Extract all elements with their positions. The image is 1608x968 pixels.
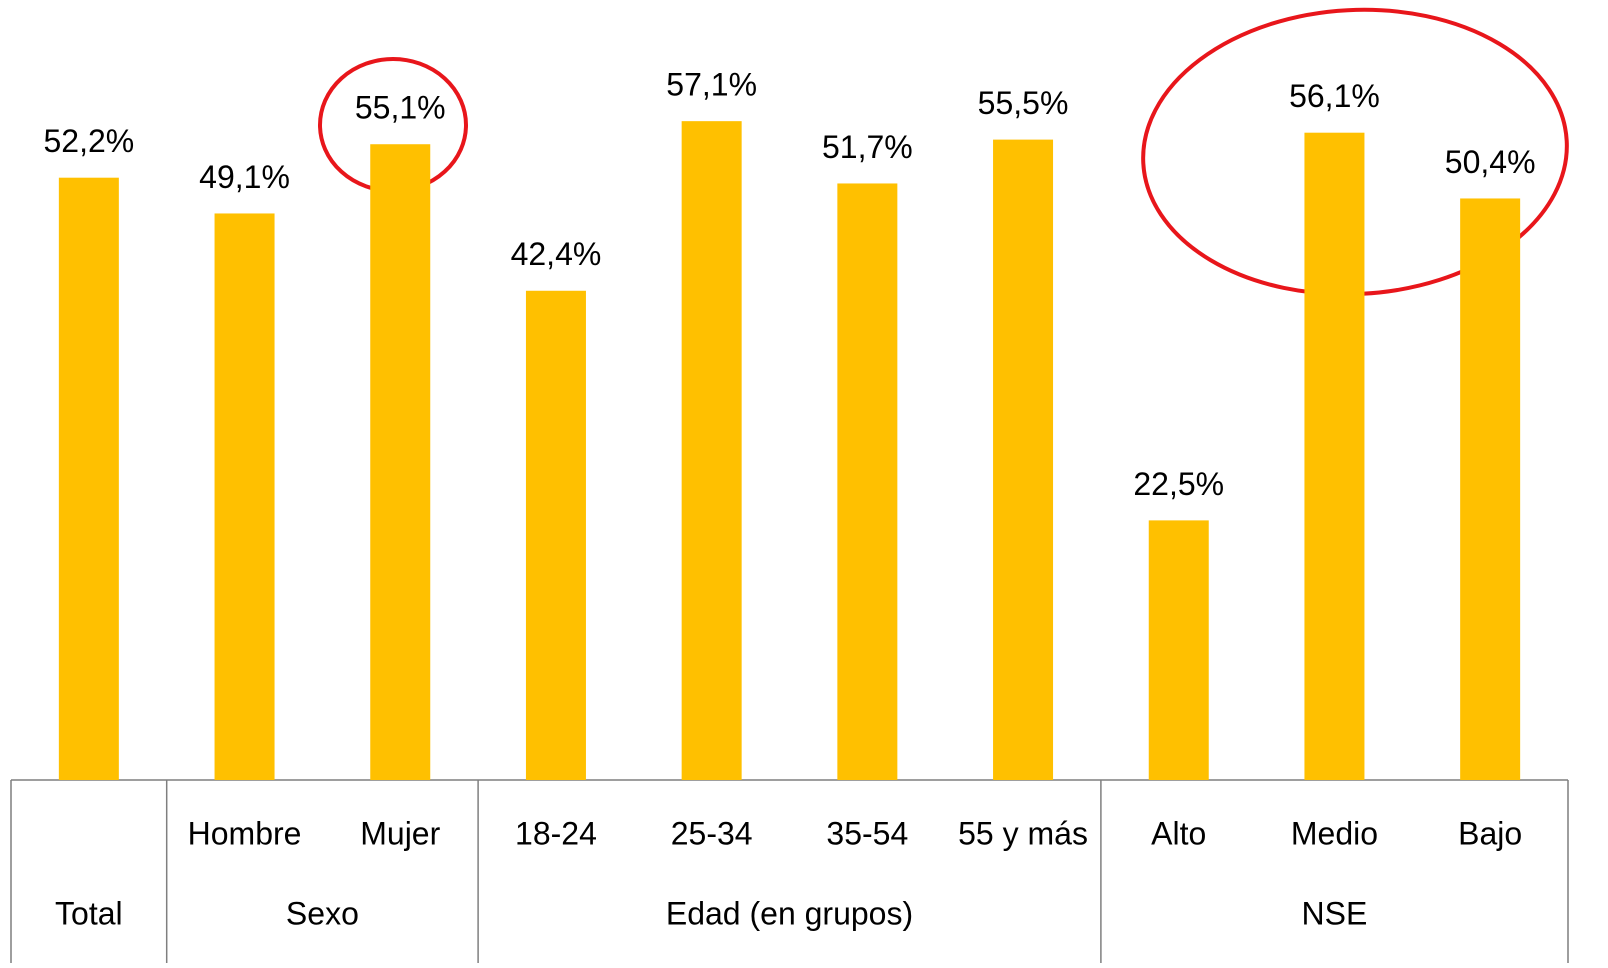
bar <box>370 144 431 780</box>
value-label: 51,7% <box>822 129 913 165</box>
bar <box>1304 132 1365 780</box>
x-tick-label: Hombre <box>188 815 302 851</box>
bar <box>525 290 586 780</box>
group-label: NSE <box>1302 895 1368 931</box>
x-tick-label: Mujer <box>360 815 440 851</box>
value-label: 56,1% <box>1289 78 1380 114</box>
group-label: Total <box>55 895 123 931</box>
x-tick-label: Bajo <box>1458 815 1522 851</box>
x-tick-label: 35-54 <box>826 815 908 851</box>
x-tick-label: Alto <box>1151 815 1206 851</box>
bar <box>837 183 898 780</box>
bar <box>58 177 119 780</box>
value-label: 52,2% <box>43 123 134 159</box>
x-tick-label: 25-34 <box>671 815 753 851</box>
bar <box>681 121 742 780</box>
value-label: 55,1% <box>355 90 446 126</box>
value-label: 22,5% <box>1133 466 1224 502</box>
x-tick-label: 18-24 <box>515 815 597 851</box>
x-tick-label: Medio <box>1291 815 1378 851</box>
value-label: 55,5% <box>978 85 1069 121</box>
bar <box>993 139 1054 781</box>
group-label: Edad (en grupos) <box>666 895 913 931</box>
value-label: 49,1% <box>199 159 290 195</box>
group-label: Sexo <box>286 895 359 931</box>
value-label: 42,4% <box>511 236 602 272</box>
bar <box>1148 520 1209 780</box>
value-label: 50,4% <box>1445 144 1536 180</box>
bar <box>214 213 275 780</box>
bar <box>1460 198 1521 780</box>
x-tick-label: 55 y más <box>958 815 1088 851</box>
value-label: 57,1% <box>666 67 757 103</box>
